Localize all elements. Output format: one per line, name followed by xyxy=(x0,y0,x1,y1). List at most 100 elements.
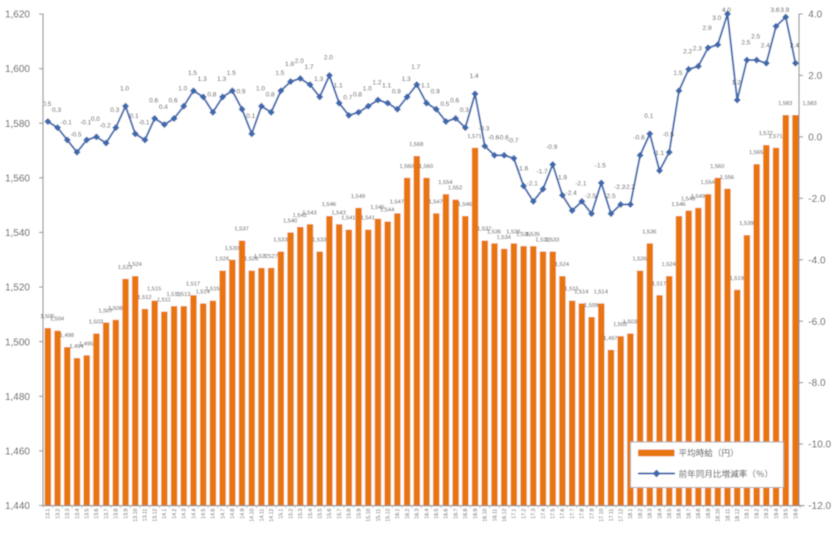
svg-text:1.0: 1.0 xyxy=(363,85,372,92)
svg-text:1.5: 1.5 xyxy=(673,70,682,77)
svg-text:1,514: 1,514 xyxy=(574,289,588,295)
svg-text:1.1: 1.1 xyxy=(334,82,343,89)
svg-text:-0.9: -0.9 xyxy=(546,144,558,151)
svg-text:2.5: 2.5 xyxy=(751,33,760,40)
svg-text:1,545: 1,545 xyxy=(370,205,384,211)
svg-text:17.11: 17.11 xyxy=(609,508,615,521)
svg-text:-0.6: -0.6 xyxy=(633,135,645,142)
svg-text:13.6: 13.6 xyxy=(94,508,100,518)
svg-text:1,535: 1,535 xyxy=(516,232,530,238)
svg-text:1,505: 1,505 xyxy=(40,314,54,320)
svg-text:1,539: 1,539 xyxy=(739,221,753,227)
svg-text:4.0: 4.0 xyxy=(722,7,731,14)
svg-text:2.3: 2.3 xyxy=(693,46,702,53)
svg-text:-0.2: -0.2 xyxy=(100,122,112,129)
svg-text:-0.6: -0.6 xyxy=(488,135,500,142)
svg-text:1,494: 1,494 xyxy=(69,344,83,350)
svg-text:13.12: 13.12 xyxy=(152,508,158,521)
svg-text:1,541: 1,541 xyxy=(361,216,375,222)
svg-text:1,526: 1,526 xyxy=(244,257,258,263)
svg-text:1.4: 1.4 xyxy=(470,73,479,80)
svg-text:-0.5: -0.5 xyxy=(663,132,675,139)
svg-text:1,517: 1,517 xyxy=(652,281,666,287)
svg-text:2.4: 2.4 xyxy=(761,42,770,49)
svg-text:15.2: 15.2 xyxy=(288,508,294,518)
svg-text:1,460: 1,460 xyxy=(5,446,30,457)
svg-text:1,580: 1,580 xyxy=(5,119,30,130)
svg-text:14.11: 14.11 xyxy=(259,508,265,521)
svg-text:15.6: 15.6 xyxy=(327,508,333,518)
svg-text:1,560: 1,560 xyxy=(5,173,30,184)
svg-text:16.9: 16.9 xyxy=(473,508,479,518)
svg-text:16.1: 16.1 xyxy=(395,508,401,518)
svg-text:1,512: 1,512 xyxy=(137,295,151,301)
svg-text:1.5: 1.5 xyxy=(188,70,197,77)
svg-text:18.7: 18.7 xyxy=(686,508,692,518)
svg-text:15.11: 15.11 xyxy=(376,508,382,521)
svg-text:1,542: 1,542 xyxy=(293,213,307,219)
svg-text:1,514: 1,514 xyxy=(196,289,210,295)
svg-text:13.7: 13.7 xyxy=(104,508,110,518)
svg-text:17.10: 17.10 xyxy=(599,508,605,521)
svg-text:1,509: 1,509 xyxy=(584,303,598,309)
svg-text:0.0: 0.0 xyxy=(808,132,822,143)
svg-text:1,536: 1,536 xyxy=(642,229,656,235)
svg-text:14.9: 14.9 xyxy=(240,508,246,518)
svg-text:1.8: 1.8 xyxy=(285,61,294,68)
svg-text:1,495: 1,495 xyxy=(79,341,93,347)
svg-text:1,583: 1,583 xyxy=(802,101,816,107)
svg-text:1,514: 1,514 xyxy=(594,289,608,295)
svg-text:1,503: 1,503 xyxy=(623,319,637,325)
svg-text:1,560: 1,560 xyxy=(399,164,413,170)
svg-text:13.2: 13.2 xyxy=(55,508,61,518)
svg-text:1,498: 1,498 xyxy=(60,333,74,339)
svg-text:1,508: 1,508 xyxy=(108,306,122,312)
svg-text:1,556: 1,556 xyxy=(720,175,734,181)
svg-text:18.1: 18.1 xyxy=(628,508,634,518)
svg-text:13.5: 13.5 xyxy=(84,508,90,518)
svg-text:0.0: 0.0 xyxy=(91,116,100,123)
svg-text:18.2: 18.2 xyxy=(638,508,644,518)
svg-text:1,554: 1,554 xyxy=(700,180,714,186)
svg-text:3.9: 3.9 xyxy=(780,7,789,14)
svg-text:-4.0: -4.0 xyxy=(808,255,826,266)
svg-text:-0.1: -0.1 xyxy=(80,119,92,126)
svg-text:-0.1: -0.1 xyxy=(61,119,73,126)
svg-text:1,547: 1,547 xyxy=(390,199,404,205)
svg-text:13.1: 13.1 xyxy=(46,508,52,518)
svg-text:1,543: 1,543 xyxy=(332,210,346,216)
svg-text:1.2: 1.2 xyxy=(372,79,381,86)
svg-text:14.3: 14.3 xyxy=(182,508,188,518)
svg-text:1,502: 1,502 xyxy=(613,322,627,328)
svg-text:1,572: 1,572 xyxy=(759,131,773,137)
svg-text:1,546: 1,546 xyxy=(671,202,685,208)
svg-text:14.1: 14.1 xyxy=(162,508,168,518)
svg-text:16.7: 16.7 xyxy=(453,508,459,518)
svg-text:1.2: 1.2 xyxy=(732,79,741,86)
svg-text:1,543: 1,543 xyxy=(302,210,316,216)
svg-text:19.1: 19.1 xyxy=(745,508,751,518)
svg-text:1.7: 1.7 xyxy=(411,64,420,71)
svg-text:-2.2: -2.2 xyxy=(624,184,636,191)
svg-text:1,546: 1,546 xyxy=(322,202,336,208)
svg-text:1.0: 1.0 xyxy=(178,85,187,92)
svg-text:1,517: 1,517 xyxy=(186,281,200,287)
svg-text:15.8: 15.8 xyxy=(347,508,353,518)
svg-text:14.10: 14.10 xyxy=(250,508,256,521)
svg-text:19.4: 19.4 xyxy=(774,508,780,518)
svg-text:13.10: 13.10 xyxy=(133,508,139,521)
svg-text:1,515: 1,515 xyxy=(147,287,161,293)
svg-text:1,571: 1,571 xyxy=(467,134,481,140)
svg-text:1,554: 1,554 xyxy=(438,180,452,186)
svg-text:1,523: 1,523 xyxy=(118,265,132,271)
svg-text:1.3: 1.3 xyxy=(198,76,207,83)
svg-text:1.7: 1.7 xyxy=(304,64,313,71)
svg-text:1,540: 1,540 xyxy=(5,228,30,239)
svg-text:1,524: 1,524 xyxy=(128,262,142,268)
svg-text:3.0: 3.0 xyxy=(712,15,721,22)
svg-text:1.3: 1.3 xyxy=(402,76,411,83)
svg-text:17.4: 17.4 xyxy=(541,508,547,518)
svg-text:1,520: 1,520 xyxy=(5,283,30,294)
svg-text:2.5: 2.5 xyxy=(741,39,750,46)
svg-text:2.0: 2.0 xyxy=(295,58,304,65)
